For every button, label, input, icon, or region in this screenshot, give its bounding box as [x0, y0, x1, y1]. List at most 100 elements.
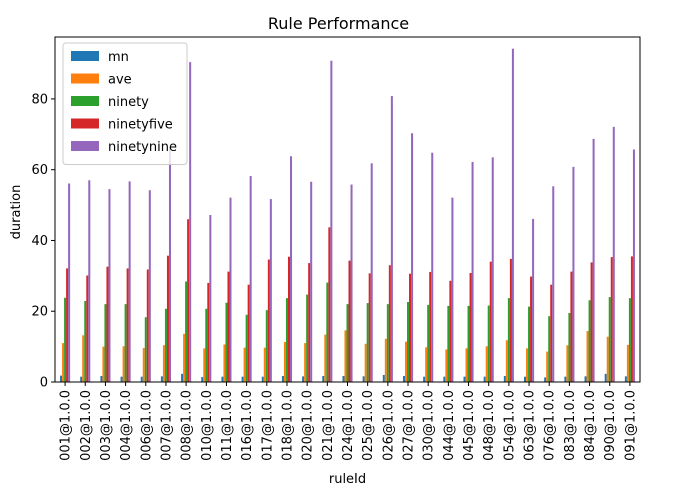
- bar-ninetynine-8: [229, 197, 232, 382]
- bar-ave-6: [183, 333, 186, 382]
- x-tick-label: 011@1.0.0: [220, 390, 235, 461]
- bar-ninety-0: [64, 297, 67, 382]
- bar-ninetyfive-26: [590, 262, 593, 382]
- bar-ninety-28: [628, 298, 631, 382]
- x-tick-label: 003@1.0.0: [99, 390, 114, 461]
- bar-ninety-25: [568, 313, 571, 382]
- bar-ninety-12: [306, 294, 309, 382]
- x-tick-label: 084@1.0.0: [583, 390, 598, 461]
- bar-mn-27: [604, 373, 607, 382]
- bar-ninetynine-22: [511, 48, 514, 383]
- x-tick-label: 007@1.0.0: [159, 390, 174, 461]
- bar-ninetynine-6: [189, 62, 192, 383]
- legend-label-ninety: ninety: [108, 95, 149, 110]
- x-tick-label: 001@1.0.0: [59, 390, 74, 461]
- bar-ninetynine-0: [68, 183, 71, 382]
- bar-ave-18: [425, 347, 428, 382]
- bar-ave-7: [203, 348, 206, 382]
- bar-ninetyfive-4: [146, 269, 149, 382]
- x-tick-label: 090@1.0.0: [603, 390, 618, 461]
- bar-ave-22: [505, 340, 508, 382]
- legend-swatch-ninetynine: [71, 141, 99, 151]
- bar-ninetynine-19: [451, 197, 454, 382]
- bar-ninety-24: [548, 316, 551, 382]
- bar-ninetynine-15: [370, 163, 373, 382]
- bar-ave-23: [526, 348, 529, 382]
- bar-mn-23: [524, 376, 527, 382]
- bar-ave-27: [606, 336, 609, 382]
- bar-ninety-20: [467, 305, 470, 382]
- bar-ninetynine-23: [532, 218, 535, 382]
- bar-ninety-6: [185, 281, 188, 382]
- bar-ave-0: [62, 343, 65, 382]
- x-tick-label: 002@1.0.0: [79, 390, 94, 461]
- x-tick-label: 017@1.0.0: [260, 390, 275, 461]
- bar-ave-3: [122, 346, 125, 382]
- bar-mn-11: [281, 375, 284, 382]
- x-tick-label: 018@1.0.0: [280, 390, 295, 461]
- bar-ave-2: [102, 346, 105, 382]
- bar-ninetyfive-17: [409, 273, 412, 382]
- x-tick-label: 063@1.0.0: [523, 390, 538, 461]
- bar-ave-24: [546, 351, 549, 382]
- bar-ave-21: [485, 346, 488, 382]
- legend-box: [62, 42, 188, 165]
- bar-mn-28: [624, 376, 627, 382]
- bar-ninety-14: [346, 304, 349, 382]
- bar-mn-12: [302, 376, 305, 382]
- bar-ave-19: [445, 349, 448, 382]
- bar-ave-20: [465, 348, 468, 382]
- bar-ninetyfive-5: [166, 255, 169, 382]
- bar-ninetynine-24: [552, 186, 555, 382]
- bar-ninetyfive-16: [388, 265, 391, 382]
- bar-ninetynine-5: [168, 146, 171, 382]
- bar-ninetynine-28: [632, 149, 635, 382]
- bar-mn-10: [261, 376, 264, 382]
- x-tick-label: 010@1.0.0: [200, 390, 215, 461]
- bar-mn-25: [564, 376, 567, 382]
- bar-ninetyfive-2: [106, 266, 109, 382]
- bar-ninetynine-4: [148, 190, 151, 382]
- legend[interactable]: mn ave ninety ninetyfive ninetynine: [62, 42, 188, 165]
- bar-ninetyfive-11: [287, 256, 291, 382]
- legend-label-ninetyfive: ninetyfive: [108, 118, 173, 133]
- x-tick-label: 025@1.0.0: [361, 390, 376, 461]
- bar-ninetyfive-21: [489, 261, 492, 382]
- x-tick-label: 030@1.0.0: [422, 390, 437, 461]
- bar-ninetyfive-18: [429, 271, 432, 382]
- bar-mn-20: [463, 376, 466, 382]
- bar-ninetynine-13: [330, 60, 333, 383]
- bar-ave-15: [364, 343, 367, 382]
- y-axis-title: duration: [9, 185, 24, 240]
- x-tick-label: 024@1.0.0: [341, 390, 356, 461]
- legend-label-ninetynine: ninetynine: [108, 140, 177, 155]
- legend-swatch-mn: [71, 51, 99, 61]
- bar-ave-28: [626, 344, 629, 382]
- bar-ninetynine-21: [491, 157, 494, 382]
- bar-ave-13: [324, 334, 327, 382]
- bar-ninetyfive-28: [630, 256, 633, 382]
- y-tick-label: 40: [31, 234, 48, 249]
- bar-ninetynine-10: [269, 199, 272, 382]
- bar-ninety-9: [245, 314, 248, 382]
- bar-mn-2: [100, 375, 103, 382]
- bar-ninetyfive-1: [86, 275, 89, 382]
- x-tick-label: 006@1.0.0: [139, 390, 154, 461]
- bar-ninetyfive-24: [550, 284, 553, 382]
- bar-mn-9: [241, 376, 244, 382]
- bar-ave-8: [223, 344, 226, 382]
- bar-ninetyfive-15: [368, 273, 371, 382]
- bar-ninety-17: [407, 302, 410, 382]
- y-tick-label: 60: [31, 163, 48, 178]
- axes: 0 20 40 60 80 001@1.0.0 002@1.0.0 003@1.0.0 004@…: [31, 36, 641, 461]
- bar-ninetynine-12: [310, 181, 313, 382]
- bar-ninetyfive-3: [126, 268, 129, 382]
- bar-mn-4: [140, 376, 143, 382]
- bar-ninetynine-27: [612, 126, 615, 382]
- bar-ninetynine-17: [411, 133, 414, 382]
- bar-ave-14: [344, 330, 347, 382]
- bar-mn-19: [443, 376, 446, 382]
- bar-mn-0: [60, 375, 63, 382]
- bar-ave-10: [263, 347, 266, 382]
- bar-ninetyfive-19: [449, 280, 452, 382]
